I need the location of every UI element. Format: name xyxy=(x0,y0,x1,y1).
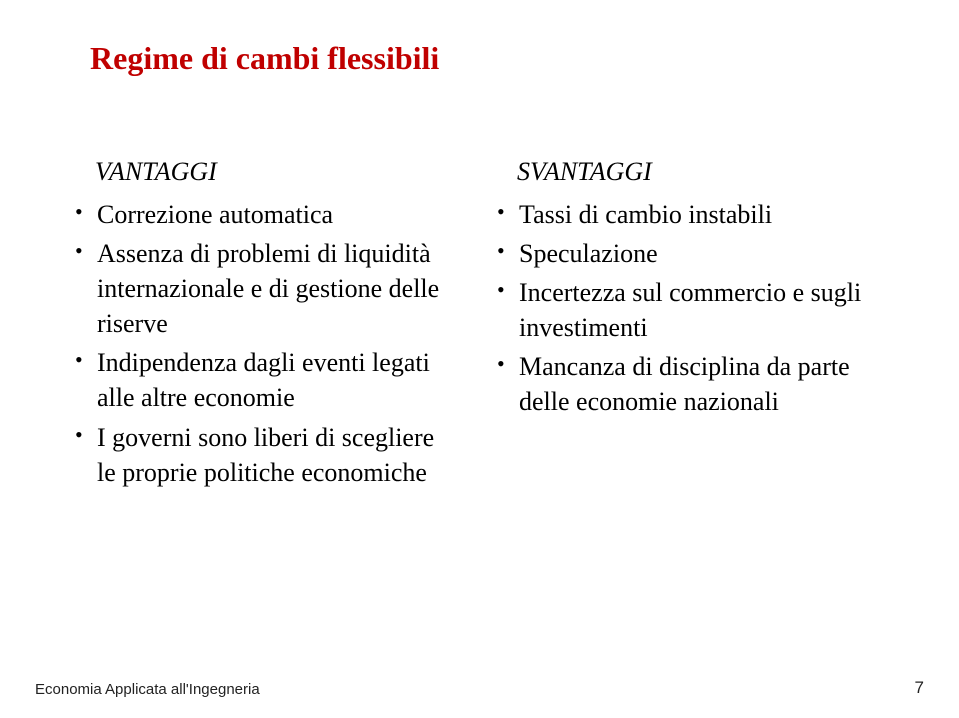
page-number: 7 xyxy=(915,678,924,698)
list-item: Mancanza di disciplina da parte delle ec… xyxy=(497,349,879,419)
list-item: Speculazione xyxy=(497,236,879,271)
list-item: Correzione automatica xyxy=(75,197,457,232)
columns: VANTAGGI Correzione automatica Assenza d… xyxy=(60,157,899,494)
slide-title: Regime di cambi flessibili xyxy=(90,40,899,77)
right-bullets: Tassi di cambio instabili Speculazione I… xyxy=(497,197,879,420)
list-item: Incertezza sul commercio e sugli investi… xyxy=(497,275,879,345)
left-bullets: Correzione automatica Assenza di problem… xyxy=(75,197,457,490)
list-item: Tassi di cambio instabili xyxy=(497,197,879,232)
footer-text: Economia Applicata all'Ingegneria xyxy=(35,681,260,698)
list-item: I governi sono liberi di scegliere le pr… xyxy=(75,420,457,490)
list-item: Indipendenza dagli eventi legati alle al… xyxy=(75,345,457,415)
left-header: VANTAGGI xyxy=(95,157,457,187)
left-column: VANTAGGI Correzione automatica Assenza d… xyxy=(75,157,457,494)
slide: Regime di cambi flessibili VANTAGGI Corr… xyxy=(0,0,959,718)
right-header: SVANTAGGI xyxy=(517,157,879,187)
list-item: Assenza di problemi di liquidità interna… xyxy=(75,236,457,341)
right-column: SVANTAGGI Tassi di cambio instabili Spec… xyxy=(497,157,879,494)
